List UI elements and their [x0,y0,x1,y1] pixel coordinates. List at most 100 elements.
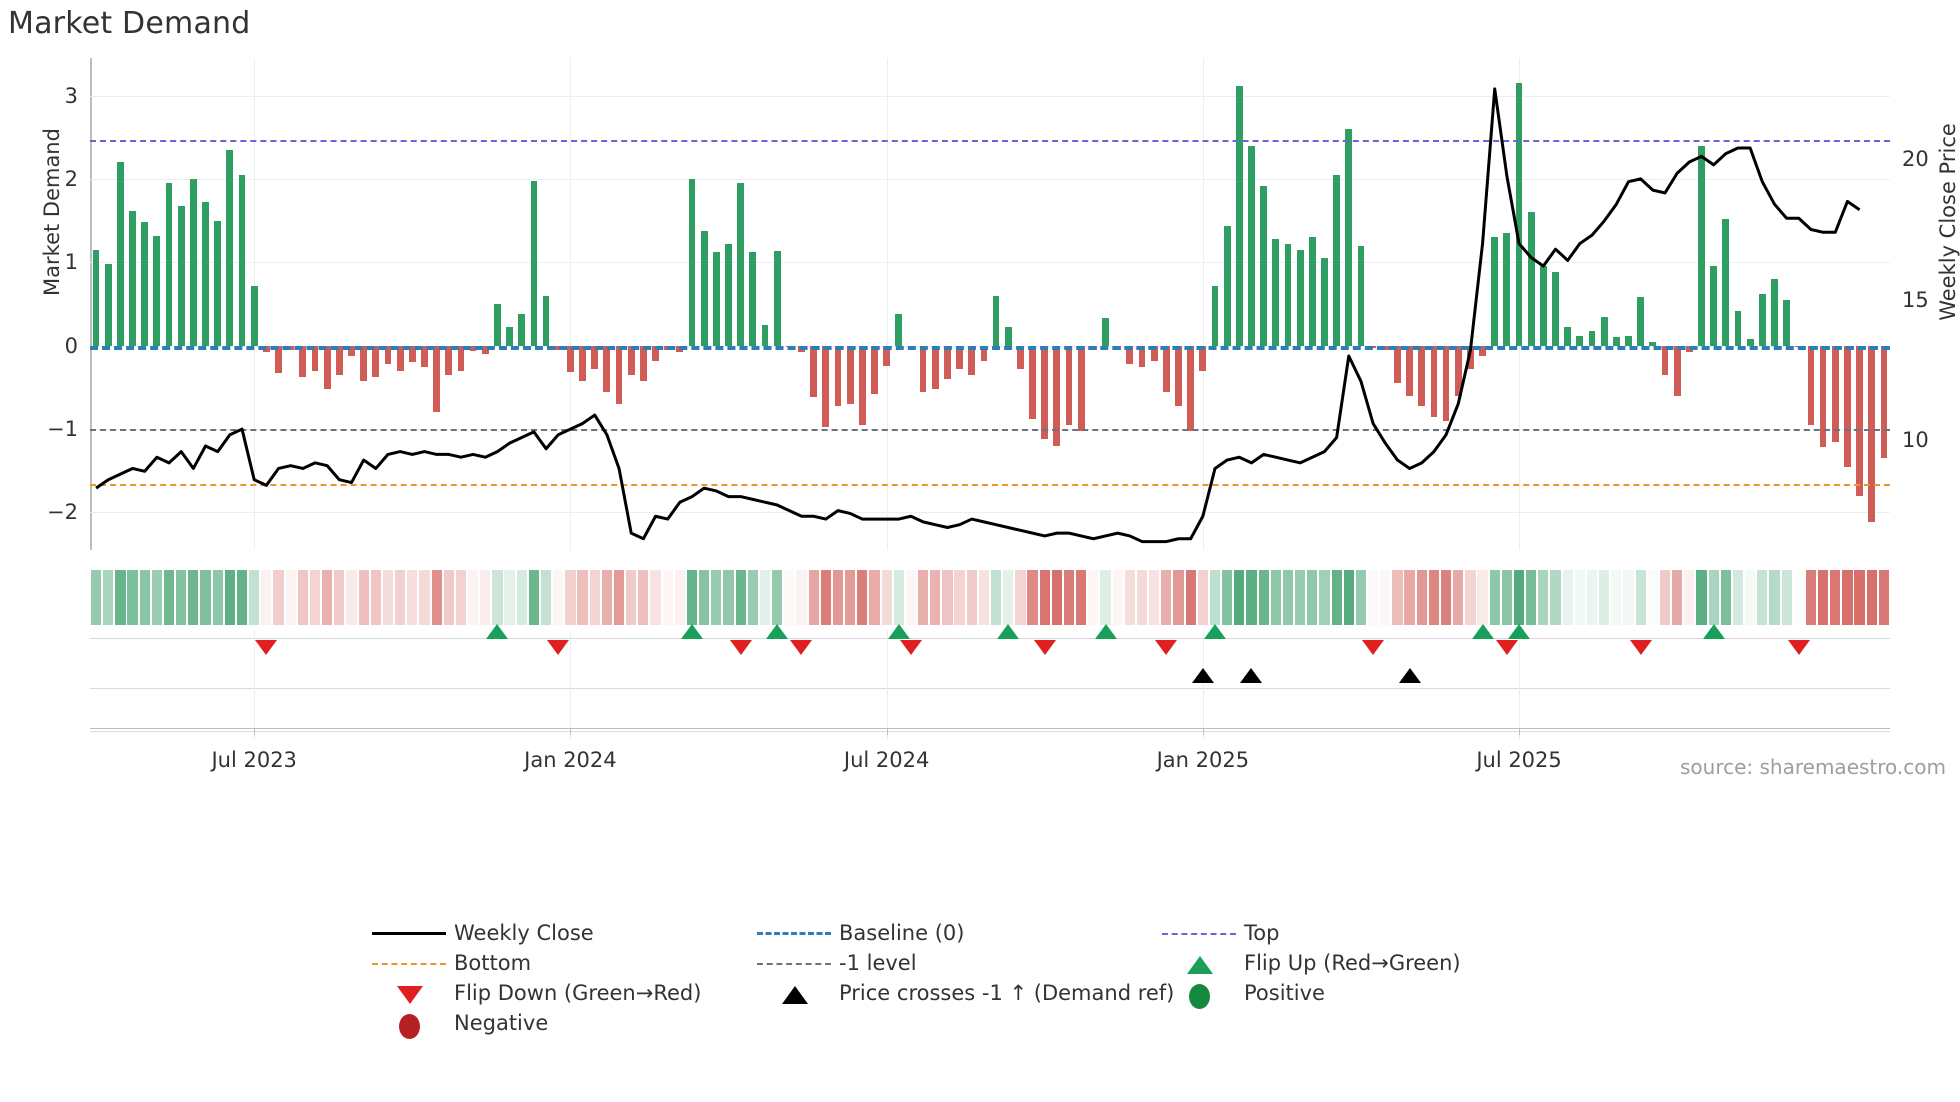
legend-key-dotted-orange-line [370,948,448,978]
heat-cell [1659,570,1671,625]
demand-bar [725,243,732,346]
heat-cell [1088,570,1099,625]
heat-cell [1234,570,1245,625]
heat-cell [1501,570,1512,625]
legend-label: Bottom [454,951,532,975]
heat-cell [869,570,880,625]
demand-bar [931,345,939,390]
demand-bar [1819,345,1827,448]
demand-bar [1539,266,1547,346]
heat-cell [1465,570,1476,625]
demand-bar [639,345,647,381]
heat-cell [857,570,868,625]
legend-item[interactable]: Top [1160,918,1279,948]
heat-cell [893,570,904,625]
flip-up-marker [766,624,789,639]
heat-cell [1684,570,1695,625]
heat-cell [1295,570,1306,625]
demand-bar [1126,345,1134,365]
heat-cell [1769,570,1780,625]
heat-cell [747,570,758,625]
legend-item[interactable]: Flip Down (Green→Red) [370,978,701,1008]
legend-key-red-down-triangle [370,978,448,1008]
heat-cell [443,570,454,625]
legend-item[interactable]: -1 level [755,948,917,978]
legend-item[interactable]: Weekly Close [370,918,594,948]
gridline-v [886,58,888,550]
demand-bar [1722,218,1730,346]
demand-bar [1564,327,1572,346]
x-tick-mark [570,728,572,735]
demand-bar [1223,226,1231,346]
heat-cell [723,570,734,625]
legend-label: Negative [454,1011,549,1035]
demand-bar [1783,299,1790,346]
demand-bar [1187,345,1195,431]
dashed-blue-line-icon [757,932,831,935]
heat-cell [638,570,649,625]
flip-down-marker [729,640,752,655]
demand-bar [1479,345,1486,356]
heat-cell [1331,570,1342,625]
heat-cell [1866,570,1877,625]
demand-bar [141,222,149,346]
dotted-gray-line-icon [757,963,831,965]
legend-item[interactable]: Bottom [370,948,531,978]
legend-item[interactable]: Flip Up (Red→Green) [1160,948,1461,978]
legend-item[interactable]: Baseline (0) [755,918,964,948]
heat-cell [1404,570,1415,625]
heat-cell [1842,570,1853,625]
demand-bar [1321,258,1328,346]
heat-cell [249,570,260,625]
demand-bar [1467,345,1474,370]
heat-cell [808,570,819,625]
demand-bar [1698,145,1705,346]
flip-down-marker [1629,640,1652,655]
heat-cell [309,570,321,625]
legend-label: Top [1244,921,1280,945]
demand-bar [1345,128,1353,346]
heat-cell [1805,570,1817,625]
heat-cell [163,570,175,625]
heat-cell [954,570,965,625]
demand-heat-strip [90,570,1890,625]
heat-cell [212,570,223,625]
demand-bar [1065,345,1073,425]
heat-cell [1854,570,1865,625]
heat-cell [1197,570,1208,625]
demand-bar [579,345,586,381]
reference-line-bottom [90,484,1890,487]
legend-key-red-dot [370,1008,448,1039]
demand-bar [1856,345,1863,496]
demand-bar [834,345,842,406]
demand-bar [1004,327,1012,346]
demand-bar [688,178,696,346]
marker-guide-line [90,688,1890,690]
demand-bar [1102,318,1109,346]
x-tick-label: Jul 2025 [1476,748,1562,772]
demand-bar [1649,341,1657,346]
heat-cell [662,570,673,625]
demand-bar [445,345,453,375]
heat-cell [930,570,941,625]
demand-bar [567,345,574,373]
legend-item[interactable]: Positive [1160,978,1325,1009]
heat-cell [334,570,345,625]
flip-up-marker [1702,624,1725,639]
heat-cell [1745,570,1756,625]
heat-cell [176,570,187,625]
legend-item[interactable]: Price crosses -1 ↑ (Demand ref) [755,978,1174,1008]
demand-bar [1880,345,1888,459]
heat-cell [492,570,503,625]
heat-cell [151,570,162,625]
reference-line-top [90,139,1890,142]
legend-key-solid-black-line [370,918,448,948]
demand-bar [1138,345,1146,367]
legend-item[interactable]: Negative [370,1008,549,1039]
heat-cell [711,570,722,625]
demand-bar [968,345,976,375]
x-tick-label: Jul 2024 [843,748,930,772]
demand-bar [1771,278,1778,346]
heat-cell [1513,570,1525,625]
demand-bar [761,324,769,346]
